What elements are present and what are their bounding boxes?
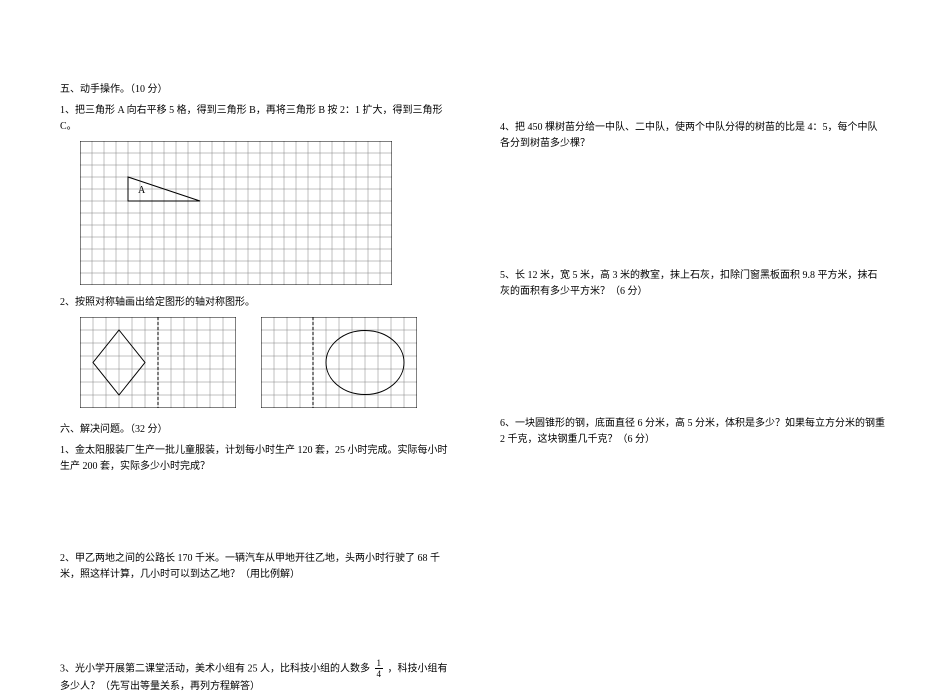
q6-text: 6、一块圆锥形的钢，底面直径 6 分米，高 5 分米，体积是多少？如果每立方分米… <box>500 416 885 448</box>
q6-3-text: 3、光小学开展第二课堂活动，美术小组有 25 人，比科技小组的人数多 1 4 ，… <box>60 659 450 695</box>
q5-1-text: 1、把三角形 A 向右平移 5 格，得到三角形 B，再将三角形 B 按 2：1 … <box>60 103 450 135</box>
q4-text: 4、把 450 棵树苗分给一中队、二中队，使两个中队分得的树苗的比是 4：5，每… <box>500 120 885 152</box>
q6-2-text: 2、甲乙两地之间的公路长 170 千米。一辆汽车从甲地开往乙地，头两小时行驶了 … <box>60 551 450 583</box>
q5-2-text: 2、按照对称轴画出给定图形的轴对称图形。 <box>60 295 450 311</box>
grid-1-container: A <box>80 141 450 285</box>
grid-2b <box>261 317 417 408</box>
grid-row-2 <box>80 317 450 408</box>
q6-3-pre: 3、光小学开展第二课堂活动，美术小组有 25 人，比科技小组的人数多 <box>60 663 370 674</box>
q6-3-fraction: 1 4 <box>375 659 384 679</box>
q5-text: 5、长 12 米，宽 5 米，高 3 米的教室，抹上石灰，扣除门窗黑板面积 9.… <box>500 268 885 300</box>
fraction-denominator: 4 <box>375 669 384 679</box>
section-6-heading: 六、解决问题。（32 分） <box>60 420 450 435</box>
svg-text:A: A <box>138 185 146 196</box>
section-5-heading: 五、动手操作。（10 分） <box>60 80 450 95</box>
grid-2a <box>80 317 236 408</box>
q6-1-text: 1、金太阳服装厂生产一批儿童服装，计划每小时生产 120 套，25 小时完成。实… <box>60 443 450 475</box>
grid-1: A <box>80 141 392 285</box>
